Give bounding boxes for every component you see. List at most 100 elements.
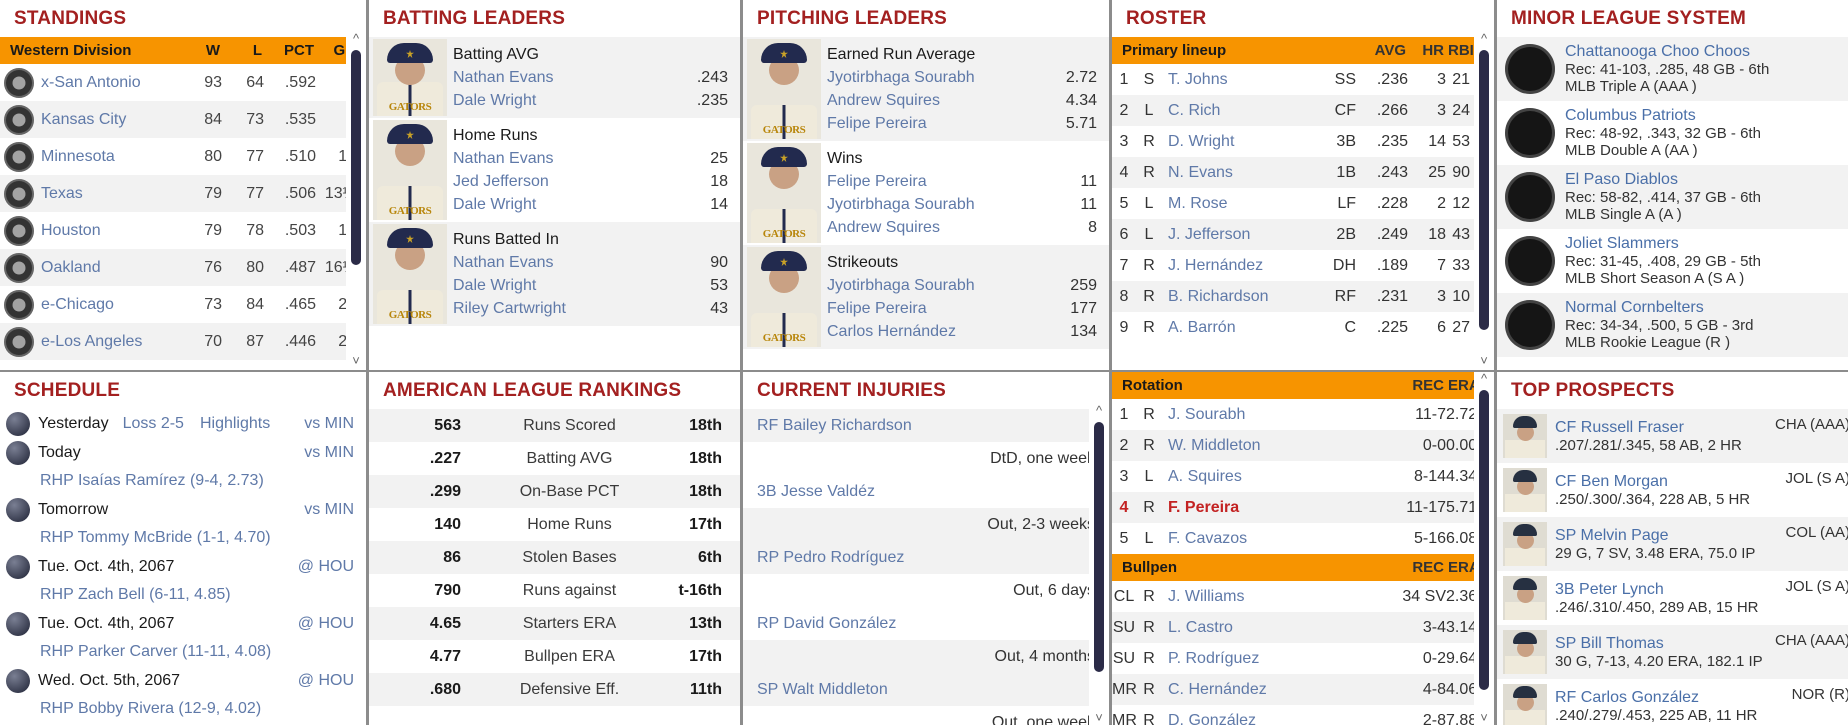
injured-player-name[interactable]: SP Walt Middleton	[743, 673, 1109, 706]
leader-player-name[interactable]: Andrew Squires	[827, 91, 940, 109]
leader-player-name[interactable]: Nathan Evans	[453, 149, 554, 167]
prospect-name[interactable]: RF Carlos González	[1555, 688, 1700, 706]
leader-player-name[interactable]: Dale Wright	[453, 195, 537, 213]
table-row[interactable]: 1 S T. Johns SS .236 3 21	[1112, 64, 1494, 95]
list-item[interactable]: 3B Peter Lynch .246/.310/.450, 289 AB, 15…	[1497, 571, 1848, 625]
leader-entry-row[interactable]: Dale Wright .235	[453, 89, 740, 112]
injuries-scrollbar[interactable]: ^ ˅	[1089, 404, 1109, 725]
roster-lower-scrollbar[interactable]: ^ ˅	[1474, 372, 1494, 725]
player-name[interactable]: J. Williams	[1168, 587, 1245, 605]
table-row[interactable]: MR R D. González 2-8 7.88	[1112, 705, 1494, 725]
leader-entry-row[interactable]: Nathan Evans .243	[453, 66, 740, 89]
prospect-name[interactable]: CF Russell Fraser	[1555, 418, 1684, 436]
player-name[interactable]: D. Wright	[1168, 132, 1235, 150]
leader-entry-row[interactable]: Felipe Pereira 177	[827, 297, 1109, 320]
highlights-link[interactable]: Highlights	[199, 414, 271, 432]
opponent[interactable]: vs MIN	[304, 500, 354, 518]
leader-entry-row[interactable]: Riley Cartwright 43	[453, 297, 740, 320]
opponent[interactable]: vs MIN	[304, 443, 354, 461]
roster-scrollbar[interactable]: ^ ˅	[1474, 32, 1494, 370]
leader-entry-row[interactable]: Jyotirbhaga Sourabh 259	[827, 274, 1109, 297]
table-row[interactable]: 1 R J. Sourabh 11-7 2.72	[1112, 399, 1494, 430]
scroll-up-icon[interactable]: ^	[1480, 31, 1488, 46]
scroll-thumb[interactable]	[351, 50, 361, 265]
minor-team-name[interactable]: Chattanooga Choo Choos	[1565, 43, 1751, 60]
probable-pitcher[interactable]: RHP Parker Carver (11-11, 4.08)	[40, 643, 272, 660]
injured-player-name[interactable]: RP David González	[757, 614, 897, 632]
leader-entry-row[interactable]: Felipe Pereira 11	[827, 170, 1109, 193]
leader-entry-row[interactable]: Jed Jefferson 18	[453, 170, 740, 193]
leader-player-name[interactable]: Riley Cartwright	[453, 299, 566, 317]
list-item[interactable]: CF Russell Fraser .207/.281/.345, 58 AB, …	[1497, 409, 1848, 463]
table-row[interactable]: 6 L J. Jefferson 2B .249 18 43	[1112, 219, 1494, 250]
opponent[interactable]: @ HOU	[297, 557, 354, 575]
schedule-row[interactable]: Today vs MIN	[0, 438, 366, 467]
schedule-row[interactable]: Yesterday Loss 2-5 Highlights vs MIN	[0, 409, 366, 438]
scroll-down-icon[interactable]: ˅	[352, 353, 360, 368]
player-name[interactable]: F. Cavazos	[1168, 529, 1248, 547]
player-name[interactable]: B. Richardson	[1168, 287, 1269, 305]
table-row[interactable]: 3 R D. Wright 3B .235 14 53	[1112, 126, 1494, 157]
table-row[interactable]: 2 L C. Rich CF .266 3 24	[1112, 95, 1494, 126]
list-item[interactable]: Chattanooga Choo Choos Rec: 41-103, .285,…	[1497, 37, 1848, 101]
injured-player-name[interactable]: RF Bailey Richardson	[743, 409, 1109, 442]
leader-entry-row[interactable]: Dale Wright 14	[453, 193, 740, 216]
table-row[interactable]: 9 R A. Barrón C .225 6 27	[1112, 312, 1494, 343]
table-row[interactable]: CL R J. Williams 34 SV 2.36	[1112, 581, 1494, 612]
leader-player-name[interactable]: Dale Wright	[453, 276, 537, 294]
prospect-name[interactable]: 3B Peter Lynch	[1555, 580, 1664, 598]
table-row[interactable]: MR R C. Hernández 4-8 4.06	[1112, 674, 1494, 705]
player-name[interactable]: C. Hernández	[1168, 680, 1267, 698]
player-name[interactable]: P. Rodríguez	[1168, 649, 1260, 667]
table-row[interactable]: 5 L F. Cavazos 5-16 6.08	[1112, 523, 1494, 554]
player-name[interactable]: J. Jefferson	[1168, 225, 1251, 243]
scroll-down-icon[interactable]: ˅	[1480, 353, 1488, 368]
minor-team-name[interactable]: Columbus Patriots	[1565, 107, 1696, 124]
list-item[interactable]: RF Carlos González .240/.279/.453, 225 AB…	[1497, 679, 1848, 725]
leader-player-name[interactable]: Felipe Pereira	[827, 114, 927, 132]
schedule-row[interactable]: Tue. Oct. 4th, 2067 @ HOU	[0, 552, 366, 581]
leader-entry-row[interactable]: Andrew Squires 4.34	[827, 89, 1109, 112]
list-item[interactable]: SP Melvin Page 29 G, 7 SV, 3.48 ERA, 75.0…	[1497, 517, 1848, 571]
leader-player-name[interactable]: Dale Wright	[453, 91, 537, 109]
team-name[interactable]: Kansas City	[41, 110, 127, 128]
list-item[interactable]: Columbus Patriots Rec: 48-92, .343, 32 GB…	[1497, 101, 1848, 165]
opponent[interactable]: @ HOU	[297, 671, 354, 689]
player-name[interactable]: A. Squires	[1168, 467, 1242, 485]
scroll-thumb[interactable]	[1479, 50, 1489, 330]
minor-team-name[interactable]: Normal Cornbelters	[1565, 299, 1704, 316]
player-name[interactable]: M. Rose	[1168, 194, 1228, 212]
prospect-name[interactable]: SP Melvin Page	[1555, 526, 1669, 544]
leader-player-name[interactable]: Jyotirbhaga Sourabh	[827, 68, 975, 86]
scroll-thumb[interactable]	[1094, 422, 1104, 672]
table-row[interactable]: 7 R J. Hernández DH .189 7 33	[1112, 250, 1494, 281]
schedule-row[interactable]: Tomorrow vs MIN	[0, 495, 366, 524]
scroll-up-icon[interactable]: ^	[1095, 403, 1103, 418]
player-name[interactable]: L. Castro	[1168, 618, 1233, 636]
player-name[interactable]: J. Sourabh	[1168, 405, 1246, 423]
team-name[interactable]: Oakland	[41, 258, 101, 276]
table-row[interactable]: 2 R W. Middleton 0-0 0.00	[1112, 430, 1494, 461]
leader-player-name[interactable]: Andrew Squires	[827, 218, 940, 236]
leader-entry-row[interactable]: Nathan Evans 90	[453, 251, 740, 274]
schedule-row[interactable]: Wed. Oct. 5th, 2067 @ HOU	[0, 666, 366, 695]
game-result[interactable]: Loss 2-5	[122, 414, 184, 432]
opponent[interactable]: vs MIN	[304, 414, 354, 432]
scroll-down-icon[interactable]: ˅	[1480, 710, 1488, 725]
minor-team-name[interactable]: El Paso Diablos	[1565, 171, 1678, 188]
leader-entry-row[interactable]: Nathan Evans 25	[453, 147, 740, 170]
player-name[interactable]: F. Pereira	[1168, 498, 1240, 516]
team-name[interactable]: Texas	[41, 184, 83, 202]
table-row[interactable]: Oakland 76 80.487 16½	[0, 249, 366, 286]
standings-scrollbar[interactable]: ^ ˅	[346, 32, 366, 370]
table-row[interactable]: 3 L A. Squires 8-14 4.34	[1112, 461, 1494, 492]
leader-entry-row[interactable]: Jyotirbhaga Sourabh 11	[827, 193, 1109, 216]
table-row[interactable]: 5 L M. Rose LF .228 2 12	[1112, 188, 1494, 219]
leader-entry-row[interactable]: Carlos Hernández 134	[827, 320, 1109, 343]
probable-pitcher[interactable]: RHP Zach Bell (6-11, 4.85)	[40, 586, 231, 603]
prospect-name[interactable]: SP Bill Thomas	[1555, 634, 1664, 652]
